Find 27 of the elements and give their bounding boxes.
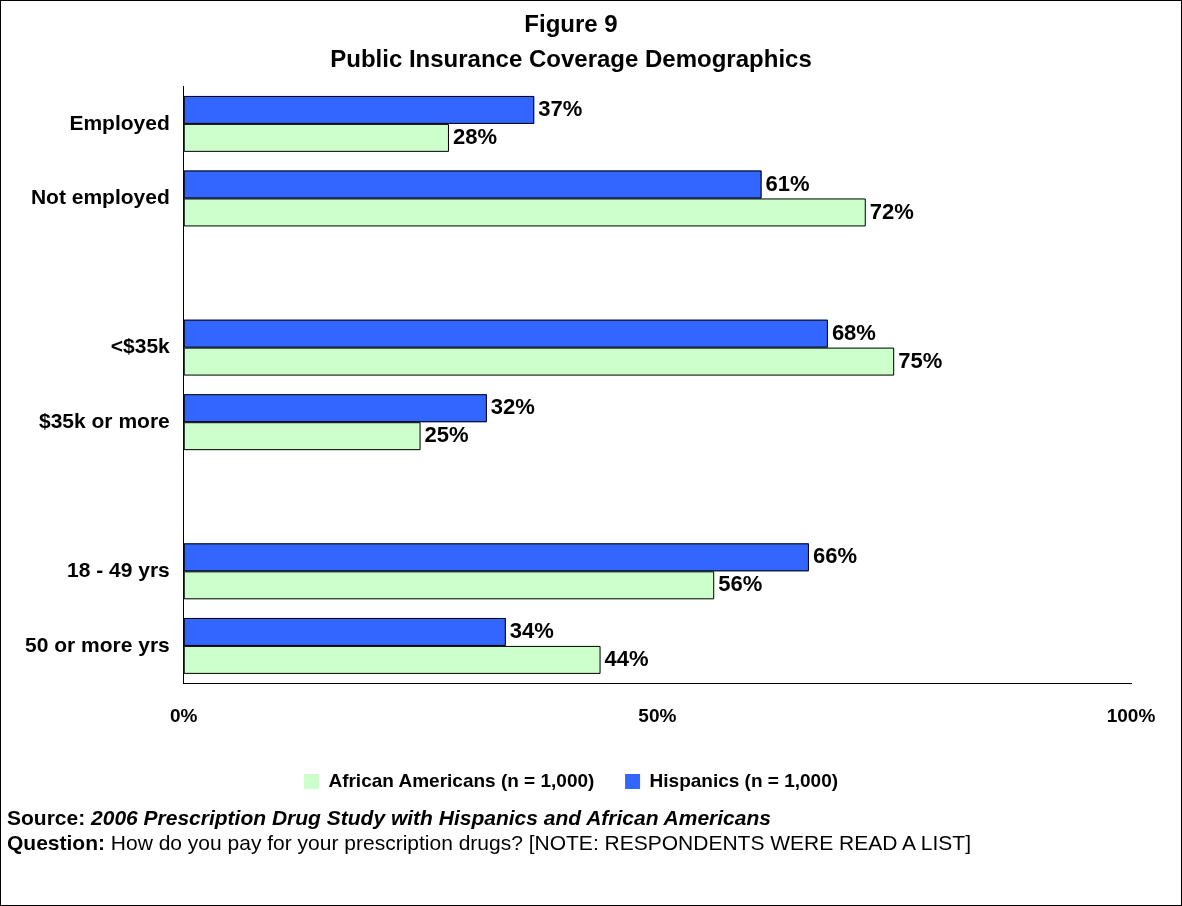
y-tick-label: Employed (69, 110, 170, 134)
x-tick-label: 50% (638, 704, 677, 726)
y-tick-label: <$35k (110, 334, 171, 358)
y-tick-label: 18 - 49 yrs (66, 558, 170, 582)
data-label: 28% (452, 123, 498, 149)
source-note: Source: 2006 Prescription Drug Study with Hispanics and African Americans (7, 806, 771, 829)
data-label: 56% (718, 571, 763, 597)
y-tick-label: Not employed (30, 185, 170, 209)
data-label: 44% (604, 645, 649, 671)
data-label: 66% (812, 543, 857, 569)
data-label: 72% (869, 198, 914, 224)
data-label: 68% (831, 319, 876, 345)
y-tick-label: $35k or more (38, 408, 170, 432)
chart-subtitle: Public Insurance Coverage Demographics (330, 44, 812, 72)
legend-label: Hispanics (n = 1,000) (649, 769, 839, 791)
legend-label: African Americans (n = 1,000) (328, 769, 595, 791)
data-label: 32% (490, 394, 535, 420)
x-tick-label: 100% (1106, 704, 1156, 726)
text: Question: How do you pay for your prescription drugs? [NOTE: RESPONDENTS WERE READ A LIST] (7, 831, 971, 854)
chart-title: Figure 9 (524, 10, 618, 38)
data-label: 75% (898, 347, 943, 373)
data-label: 34% (509, 617, 554, 643)
data-label: 37% (538, 95, 583, 121)
x-tick-label: 0% (170, 704, 198, 726)
data-label: 61% (765, 170, 810, 196)
data-label: 25% (424, 422, 469, 448)
y-tick-label: 50 or more yrs (24, 632, 170, 656)
